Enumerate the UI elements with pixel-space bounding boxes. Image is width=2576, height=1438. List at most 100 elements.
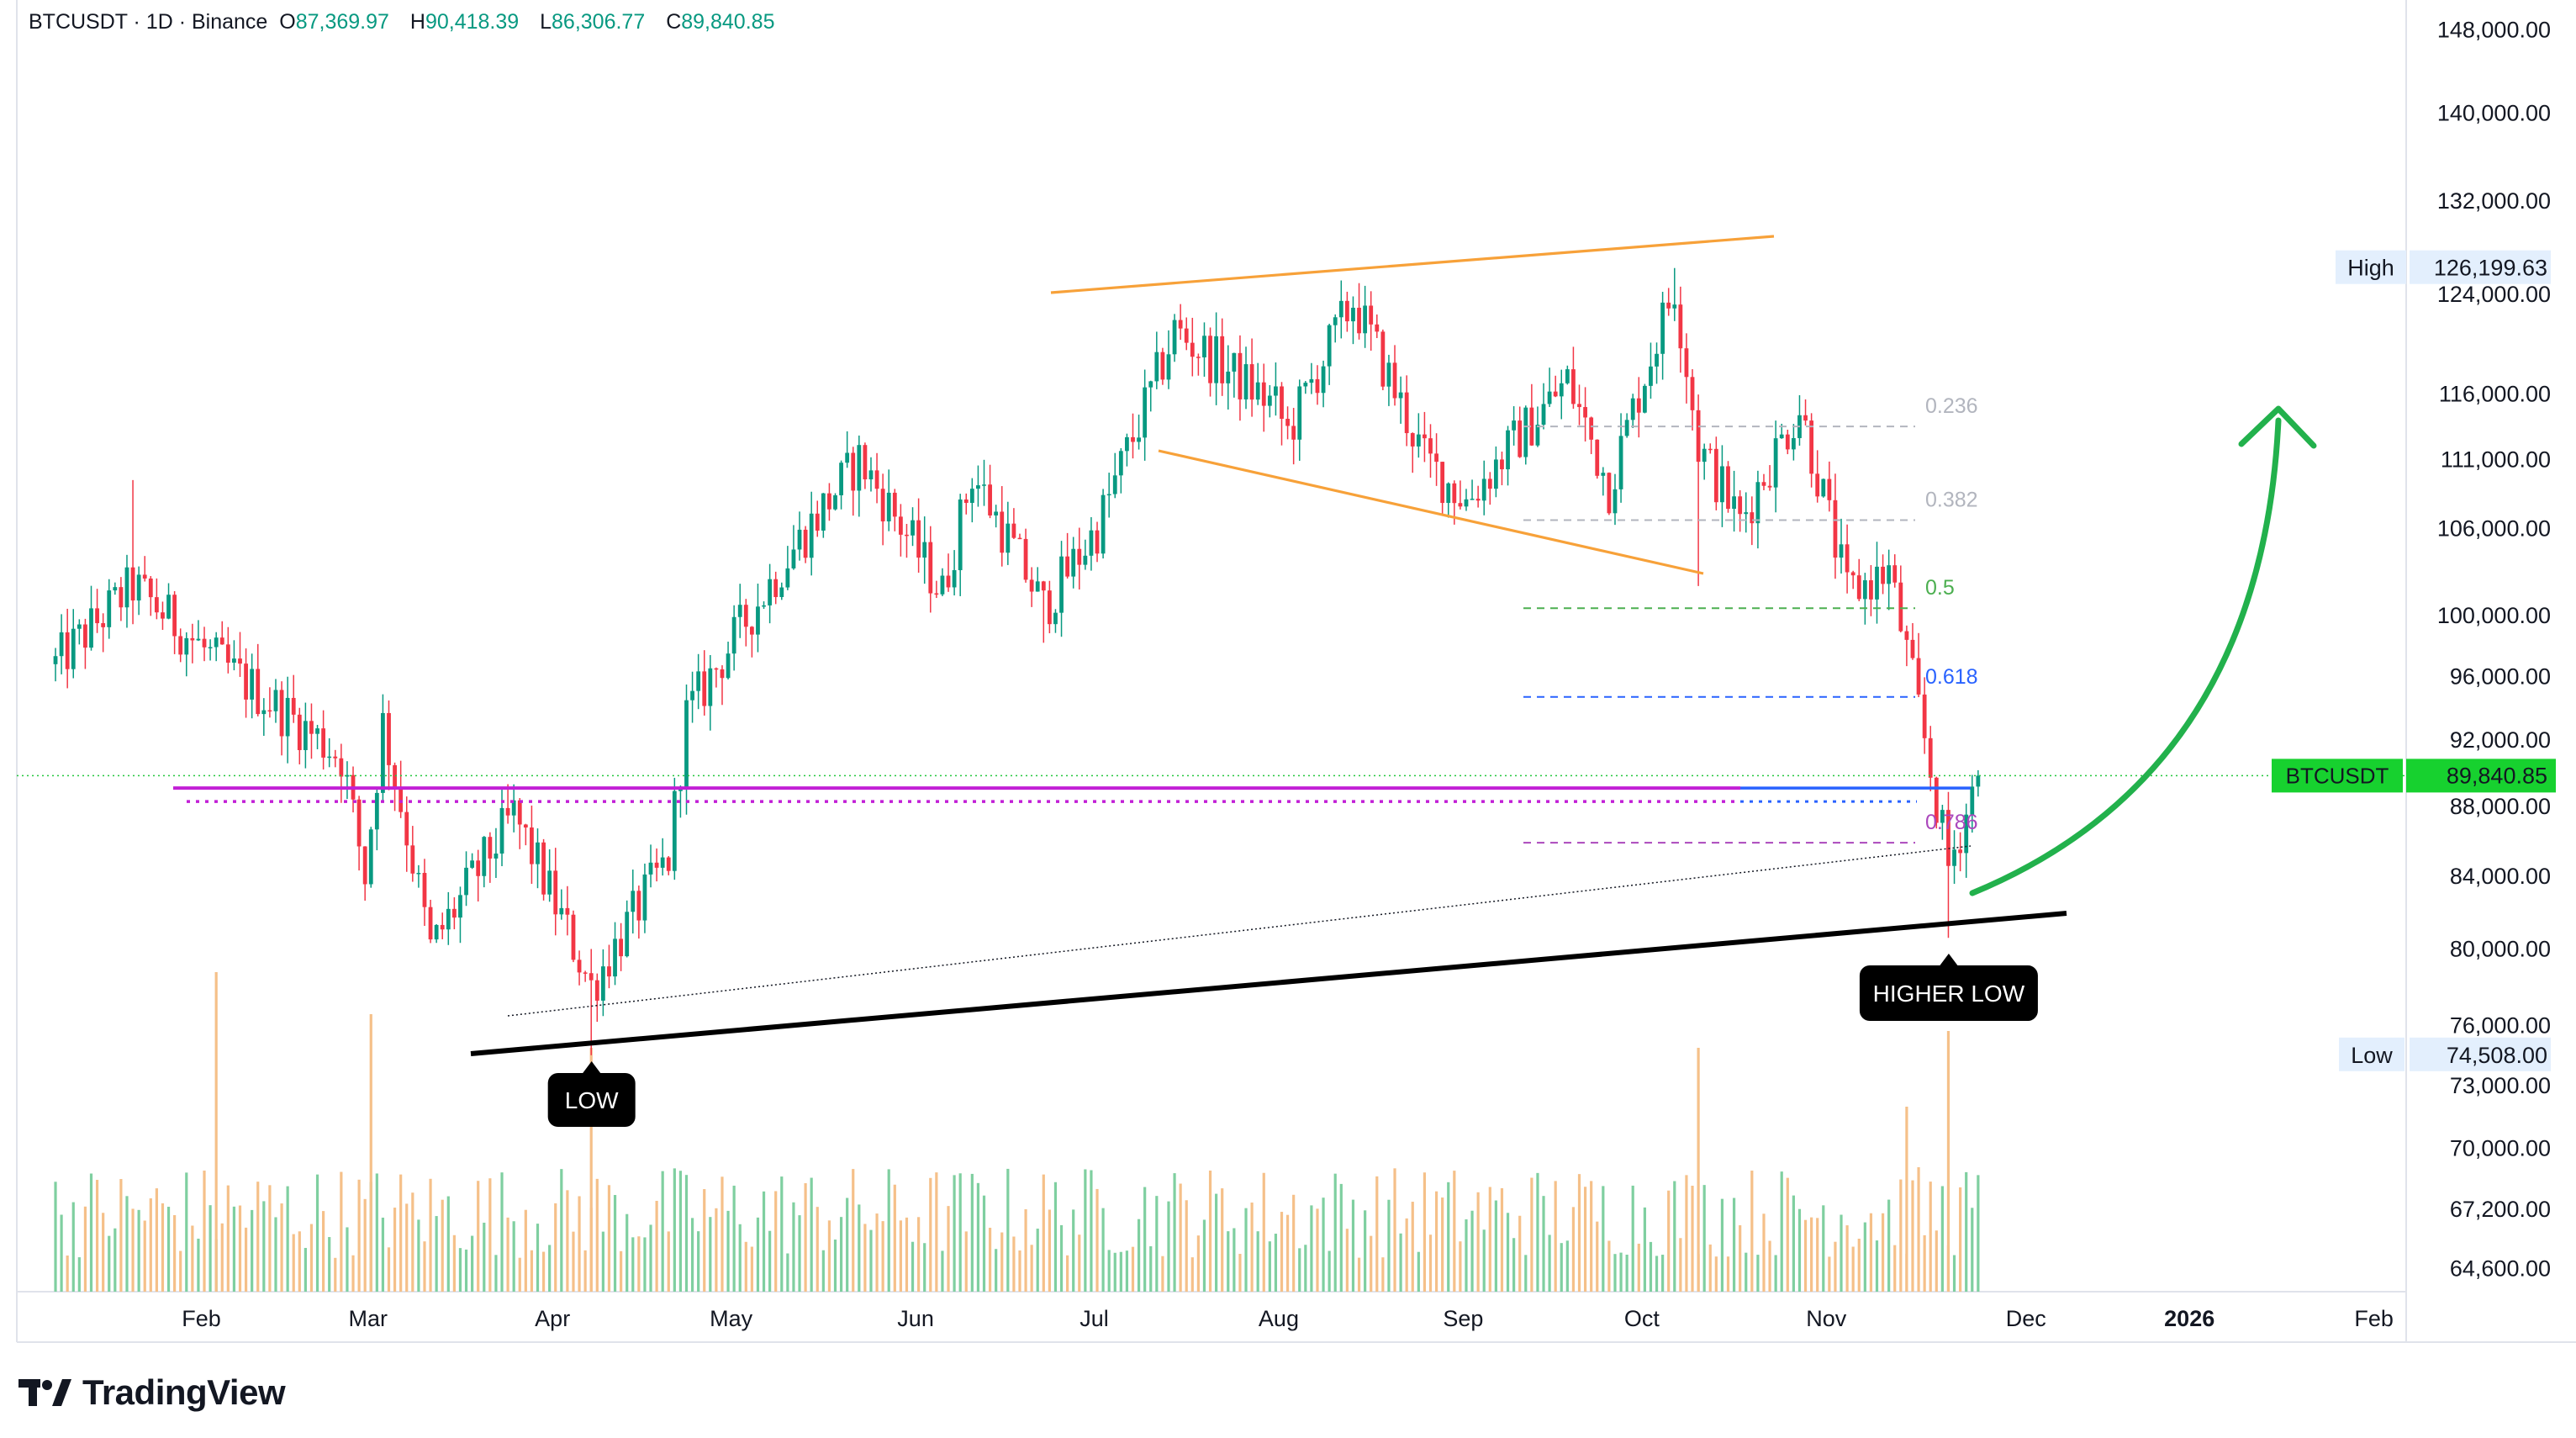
volume-bar (935, 1172, 938, 1292)
candle-body (523, 824, 528, 828)
symbol-line: BTCUSDT · 1D · Binance (29, 10, 268, 34)
volume-bar (721, 1176, 724, 1292)
candle-body (1047, 590, 1052, 625)
volume-bar (1917, 1167, 1920, 1292)
volume-bar (1006, 1168, 1010, 1292)
candle-body (886, 492, 891, 522)
candle-body (59, 632, 64, 657)
candle-body (1285, 418, 1290, 426)
candle-body (1249, 364, 1254, 400)
channel-upper-line (1050, 235, 1775, 294)
candle-body (636, 891, 641, 921)
volume-bar (452, 1234, 456, 1292)
candle-body (119, 587, 124, 608)
current-price-value: 89,840.85 (2447, 763, 2547, 788)
volume-bar (464, 1249, 468, 1292)
volume-bar (524, 1209, 527, 1292)
candle-body (250, 669, 255, 700)
y-tick-label: 148,000.00 (2437, 18, 2551, 43)
candle-body (911, 520, 915, 536)
volume-bar (976, 1182, 980, 1292)
volume-bar (1792, 1195, 1795, 1292)
candle-body (1690, 377, 1695, 410)
candle-body (863, 445, 868, 480)
volume-bar (1411, 1202, 1414, 1292)
volume-bar (500, 1172, 504, 1292)
candle-body (1011, 523, 1016, 538)
volume-bar (1090, 1170, 1093, 1292)
volume-bar (780, 1176, 784, 1292)
volume-bar (601, 1231, 604, 1292)
candle-body (1803, 415, 1808, 421)
volume-bar (226, 1185, 230, 1292)
volume-bar (744, 1241, 747, 1292)
volume-bar (1625, 1255, 1628, 1292)
volume-bar (1602, 1186, 1605, 1292)
tradingview-logo[interactable]: TradingView (18, 1372, 286, 1413)
volume-bar (60, 1214, 63, 1292)
volume-bar (1417, 1251, 1420, 1292)
candle-body (1571, 369, 1576, 404)
candle-body (577, 960, 582, 973)
candle-body (374, 792, 379, 830)
candle-body (368, 829, 373, 885)
volume-bar (1518, 1215, 1522, 1292)
volume-bar (1619, 1252, 1623, 1292)
candle-body (1666, 302, 1671, 309)
y-tick-label: 84,000.00 (2450, 864, 2551, 889)
candle-body (53, 656, 58, 664)
volume-bar (1977, 1175, 1980, 1292)
volume-bar (1803, 1219, 1808, 1292)
volume-bar (54, 1182, 57, 1292)
volume-bar (1869, 1213, 1873, 1292)
fib-level-label: 0.786 (1925, 811, 1978, 834)
candle-body (1678, 304, 1683, 349)
candle-body (1660, 302, 1665, 354)
y-tick-label: 67,200.00 (2450, 1197, 2551, 1222)
volume-bar (1042, 1174, 1045, 1292)
volume-bar (405, 1203, 409, 1292)
candle-body (1458, 503, 1463, 507)
volume-bar (684, 1175, 689, 1292)
x-tick-label: Jul (1079, 1306, 1109, 1331)
candle-body (898, 516, 903, 535)
volume-bar (1905, 1107, 1908, 1292)
candle-body (440, 924, 445, 930)
candle-body (648, 862, 653, 875)
volume-bar (477, 1181, 480, 1292)
volume-bar (1637, 1243, 1640, 1292)
high-mark-label-bg (2336, 250, 2406, 284)
candle-body (1071, 548, 1076, 577)
volume-bar (1476, 1192, 1480, 1292)
volume-bar (1851, 1246, 1855, 1292)
candle-body (309, 721, 314, 734)
candle-body (684, 700, 689, 789)
candle-body (89, 608, 93, 648)
candle-body (845, 452, 850, 463)
volume-bar (1137, 1219, 1141, 1292)
volume-bar (1048, 1209, 1051, 1292)
volume-bar (1119, 1251, 1122, 1292)
volume-bar (626, 1213, 629, 1292)
candle-body (1297, 386, 1302, 440)
volume-bar (238, 1205, 242, 1292)
candle-body (113, 587, 118, 591)
candle-body (762, 605, 766, 607)
candle-body (178, 636, 183, 655)
volume-bar (566, 1190, 569, 1292)
volume-bar (1095, 1188, 1099, 1292)
volume-bar (1393, 1168, 1396, 1292)
candle-body (1398, 392, 1403, 399)
candle-body (464, 867, 468, 896)
volume-bar (1667, 1190, 1671, 1292)
volume-bar (1583, 1187, 1587, 1292)
x-tick-label: Jun (897, 1306, 934, 1331)
candle-body (416, 873, 421, 875)
low-value: 86,306.77 (552, 10, 646, 34)
candle-body (583, 972, 588, 974)
volume-bar (256, 1182, 260, 1292)
volume-bar (988, 1227, 992, 1292)
candle-body (1755, 482, 1760, 524)
candle-body (1464, 499, 1469, 507)
